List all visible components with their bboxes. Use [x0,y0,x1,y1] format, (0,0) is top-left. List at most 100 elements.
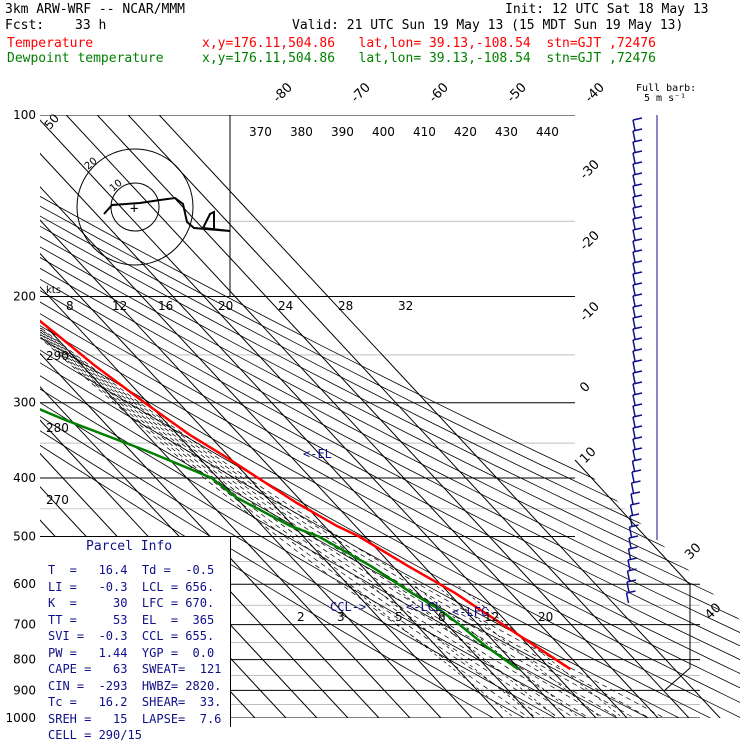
isotherm-label: -20 [577,228,603,254]
theta-label: 410 [413,125,436,139]
isotherm-label: -60 [426,80,452,106]
dry-adiabat [40,115,740,718]
dry-adiabat [40,115,740,718]
temp-legend-label: Temperature [7,36,94,51]
hodo-ring-label: 16 [158,299,173,313]
isotherm [40,115,361,718]
wind-barb-icon [630,493,634,505]
wind-barb-icon [632,403,643,407]
hodo-ring-label: 12 [112,299,127,313]
wind-barb-icon [632,273,636,285]
pressure-tick-label: 500 [13,529,36,543]
wind-barb-icon [632,227,643,231]
wind-barb-icon [632,130,636,142]
pressure-tick-label: 900 [13,683,36,697]
pressure-tick-label: 400 [13,471,36,485]
dry-adiabat [40,115,606,718]
dewpoint-profile [40,115,519,671]
parcel-info-row: CIN = -293 HWBZ= 2820. [48,678,222,693]
wind-barb-icon [632,207,636,219]
wind-barb-icon [632,185,636,197]
wind-barb-icon [632,392,643,396]
wind-barb-icon [631,471,635,483]
fcst-value: 33 h [75,18,107,33]
pressure-tick-label: 700 [13,618,36,632]
moist-adiabat [40,296,609,718]
barb-legend-2: 5 m s⁻¹ [644,93,687,104]
dry-adiabat [40,115,740,718]
theta-label: 390 [331,125,354,139]
mixing-ratio-label: 8 [438,610,446,624]
dry-adiabat [40,115,512,718]
wind-barb-icon [632,326,643,330]
isotherm-label: -70 [348,80,374,106]
dry-adiabat [40,115,740,718]
barb-legend-1: Full barb: [636,83,697,94]
wind-barb-icon [630,482,635,494]
barb-panel-edge [574,459,691,691]
dry-adiabat [40,115,700,718]
parcel-info-row: K = 30 LFC = 670. [48,596,215,610]
dry-adiabat [40,115,740,718]
parcel-info-row: Tc = 16.2 SHEAR= 33. [48,695,222,709]
dry-adiabat [40,115,740,718]
isotherm [40,115,516,718]
wind-barb-icon [632,163,636,175]
isotherm-label: -10 [577,299,603,325]
theta-label: 270 [46,493,69,507]
wind-barb-icon [632,383,636,395]
wind-barb-icon [632,381,643,385]
parcel-info-row: TT = 53 EL = 365 [48,612,215,627]
wind-barb-icon [632,161,643,165]
pressure-tick-label: 1000 [5,711,36,725]
wind-barb-icon [632,306,636,318]
mixing-ratio-label: 3 [337,610,345,624]
theta-label: 370 [249,125,272,139]
wind-barb-icon [632,262,636,274]
wind-barb-icon [632,394,636,406]
wind-barb-icon [632,172,643,176]
lcl-annotation: <-LCL [406,600,442,614]
parcel-info-row: PW = 1.44 YGP = 0.0 [48,645,215,660]
theta-label: 440 [536,125,559,139]
moist-adiabat [40,296,562,718]
isotherm [71,115,671,718]
wind-barb-icon [626,579,637,583]
isotherm [40,115,423,718]
theta-label: 290 [46,349,69,363]
wind-barb-icon [626,570,631,582]
mixing-ratio-label: 2 [297,610,305,624]
fcst-label: Fcst: [5,18,45,33]
temperature-profile [40,115,572,671]
wind-barb-icon [632,436,643,440]
wind-speed-label: 30 [682,541,704,563]
el-annotation: <-EL [303,447,332,461]
theta-label: 280 [46,421,69,435]
hodograph-ring [76,148,194,266]
parcel-info-row: T = 16.4 Td = -0.5 [48,563,215,577]
hodo-ring-label: 8 [66,299,74,313]
parcel-info-row: SREH = 15 LAPSE= 7.6 [48,711,222,726]
wind-barb-icon [632,282,643,286]
isotherm [102,115,702,718]
ccl-annotation: CCL-> [330,600,366,614]
dry-adiabat [40,115,740,718]
pressure-tick-label: 300 [13,396,36,410]
moist-adiabat [40,296,578,718]
wind-barb-icon [632,238,643,242]
wind-barb-icon [632,284,636,296]
wind-barb-icon [632,416,636,428]
mixing-ratio-label: 12 [484,610,499,624]
wind-barb-icon [631,480,641,484]
dry-adiabat [40,115,740,718]
isotherm [40,115,392,718]
isotherm-label: -40 [582,80,608,106]
wind-barb-icon [632,414,643,418]
wind-barb-icon [632,372,636,384]
pressure-tick-label: 800 [13,653,36,667]
wind-barb-icon [632,271,643,275]
dry-adiabat [40,115,740,718]
hodo-ring-label: 24 [278,299,293,313]
theta-label: 380 [290,125,313,139]
hodograph-center-icon: + [130,201,138,217]
